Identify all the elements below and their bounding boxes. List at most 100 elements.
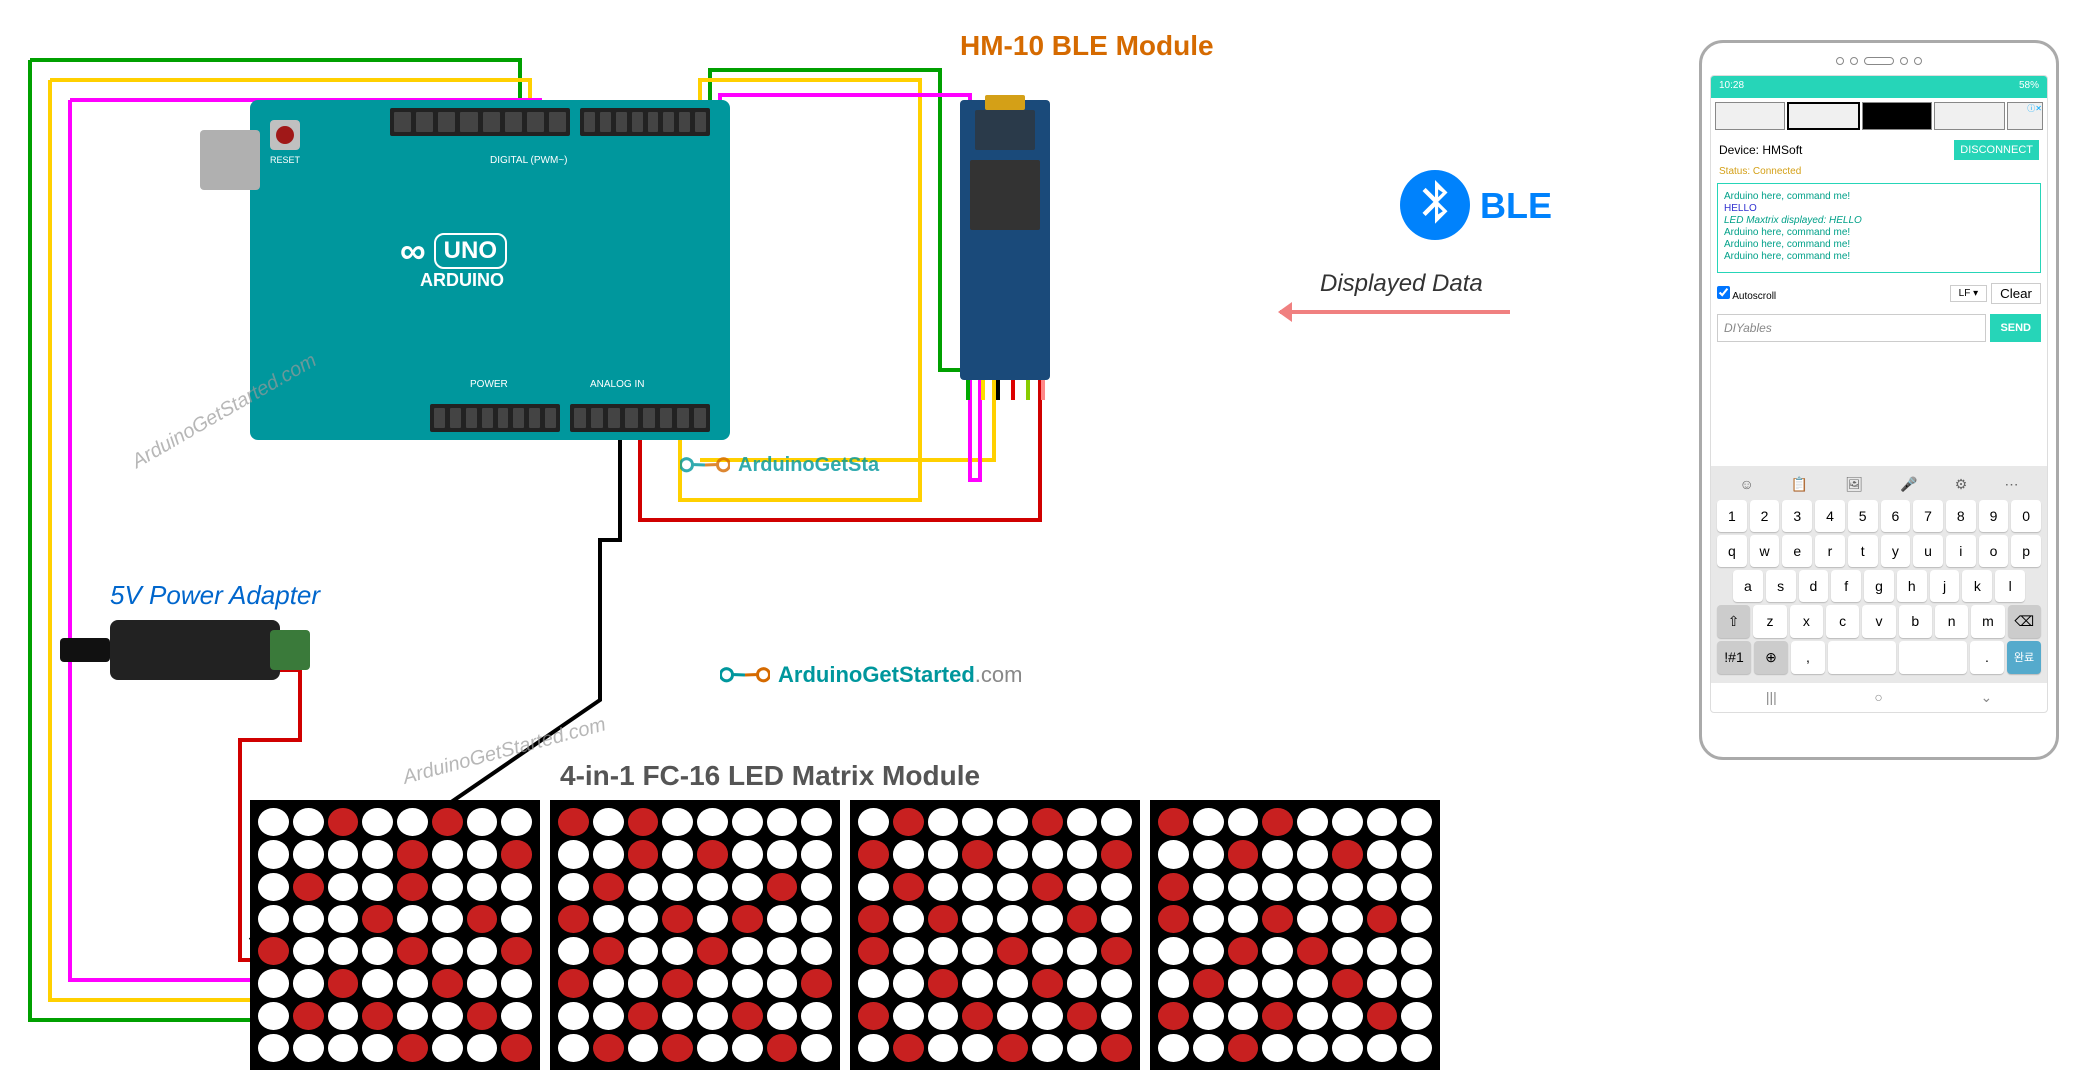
key[interactable]: m	[1971, 605, 2004, 638]
key[interactable]: j	[1930, 570, 1960, 602]
arduino-board: RESET ∞ UNO ARDUINO DIGITAL (PWM~) POWER…	[250, 100, 730, 440]
key[interactable]: w	[1750, 535, 1780, 567]
key[interactable]: 9	[1979, 500, 2009, 532]
device-label: Device:	[1719, 143, 1759, 157]
log-line: Arduino here, command me!	[1724, 251, 2034, 262]
key[interactable]: p	[2011, 535, 2041, 567]
nav-home-icon[interactable]: ○	[1874, 689, 1882, 706]
key[interactable]: z	[1753, 605, 1786, 638]
key[interactable]: 4	[1815, 500, 1845, 532]
phone-mockup: 10:2858% ⓘ✕ Device: HMSoft DISCONNECT St…	[1699, 40, 2059, 760]
displayed-data-label: Displayed Data	[1320, 270, 1483, 298]
nav-back-icon[interactable]: ⌄	[1980, 689, 1992, 706]
key[interactable]: .	[1970, 641, 2004, 674]
brand-part2: .com	[975, 662, 1023, 687]
power-label: POWER	[470, 379, 508, 390]
key[interactable]: !#1	[1717, 641, 1751, 674]
hm10-pins	[960, 380, 1050, 400]
key[interactable]: h	[1897, 570, 1927, 602]
log-line: Arduino here, command me!	[1724, 239, 2034, 250]
hm10-ic	[970, 160, 1040, 230]
led-matrix	[250, 800, 1440, 1070]
phone-screen: 10:2858% ⓘ✕ Device: HMSoft DISCONNECT St…	[1710, 75, 2048, 713]
hm10-chip	[975, 110, 1035, 150]
key[interactable]: g	[1864, 570, 1894, 602]
key[interactable]: ⊕	[1754, 641, 1788, 674]
key[interactable]: 8	[1946, 500, 1976, 532]
key[interactable]: r	[1815, 535, 1845, 567]
power-terminal	[270, 630, 310, 670]
key[interactable]: a	[1733, 570, 1763, 602]
line-ending-select[interactable]: LF ▾	[1950, 285, 1987, 302]
key[interactable]: 6	[1881, 500, 1911, 532]
kb-icon[interactable]: 📋	[1791, 476, 1808, 493]
key[interactable]: ,	[1791, 641, 1825, 674]
key[interactable]: l	[1995, 570, 2025, 602]
led-module	[1150, 800, 1440, 1070]
reset-button	[270, 120, 300, 150]
key[interactable]	[1828, 641, 1896, 674]
key[interactable]: 0	[2011, 500, 2041, 532]
key[interactable]: f	[1831, 570, 1861, 602]
bluetooth-icon	[1400, 170, 1470, 240]
message-log: Arduino here, command me!HELLOLED Maxtri…	[1717, 183, 2041, 273]
key[interactable]: 3	[1782, 500, 1812, 532]
led-module	[850, 800, 1140, 1070]
kb-icon[interactable]: ⋯	[2004, 476, 2018, 493]
kb-icon[interactable]: ⚙	[1955, 476, 1968, 493]
status-bar: 10:2858%	[1711, 76, 2047, 98]
pin-row-power	[430, 404, 560, 432]
autoscroll-checkbox[interactable]: Autoscroll	[1717, 286, 1776, 302]
log-line: Arduino here, command me!	[1724, 191, 2034, 202]
key[interactable]: n	[1935, 605, 1968, 638]
kb-icon[interactable]: 🖼	[1845, 476, 1863, 493]
key[interactable]: t	[1848, 535, 1878, 567]
kb-icon[interactable]: ☺	[1740, 476, 1754, 493]
key[interactable]: 완료	[2007, 641, 2041, 674]
digital-label: DIGITAL (PWM~)	[490, 155, 568, 166]
device-name: HMSoft	[1762, 143, 1802, 157]
power-adapter	[110, 620, 280, 680]
key[interactable]: s	[1766, 570, 1796, 602]
key[interactable]: i	[1946, 535, 1976, 567]
key[interactable]: o	[1979, 535, 2009, 567]
key[interactable]: b	[1899, 605, 1932, 638]
led-module	[250, 800, 540, 1070]
disconnect-button[interactable]: DISCONNECT	[1954, 140, 2039, 160]
send-button[interactable]: SEND	[1990, 314, 2041, 342]
key[interactable]: 2	[1750, 500, 1780, 532]
analog-label: ANALOG IN	[590, 379, 644, 390]
log-line: Arduino here, command me!	[1724, 227, 2034, 238]
data-arrow	[1280, 310, 1510, 314]
log-line: LED Maxtrix displayed: HELLO	[1724, 215, 2034, 226]
log-line: HELLO	[1724, 203, 2034, 214]
center-logo: ArduinoGetStarted.com	[720, 660, 1022, 690]
key[interactable]: x	[1790, 605, 1823, 638]
key[interactable]: y	[1881, 535, 1911, 567]
nav-recent-icon[interactable]: |||	[1766, 689, 1777, 706]
clear-button[interactable]: Clear	[1991, 283, 2041, 304]
key[interactable]: u	[1913, 535, 1943, 567]
key[interactable]: ⌫	[2008, 605, 2041, 638]
infinity-icon: ∞	[400, 230, 426, 272]
arduino-name: ARDUINO	[420, 270, 504, 291]
led-matrix-title: 4-in-1 FC-16 LED Matrix Module	[560, 760, 980, 792]
message-input[interactable]: DIYables	[1717, 314, 1986, 342]
mid-logo: ArduinoGetSta	[680, 450, 879, 480]
ble-label: BLE	[1480, 185, 1552, 227]
key[interactable]: e	[1782, 535, 1812, 567]
led-module	[550, 800, 840, 1070]
key[interactable]: q	[1717, 535, 1747, 567]
power-adapter-label: 5V Power Adapter	[110, 580, 320, 611]
key[interactable]: 1	[1717, 500, 1747, 532]
kb-icon[interactable]: 🎤	[1900, 476, 1917, 493]
key[interactable]: c	[1826, 605, 1859, 638]
key[interactable]: 5	[1848, 500, 1878, 532]
key[interactable]: v	[1862, 605, 1895, 638]
key[interactable]: 7	[1913, 500, 1943, 532]
key[interactable]: k	[1962, 570, 1992, 602]
key[interactable]: ⇧	[1717, 605, 1750, 638]
key[interactable]	[1899, 641, 1967, 674]
key[interactable]: d	[1799, 570, 1829, 602]
arduino-logo: ∞ UNO	[400, 230, 507, 272]
